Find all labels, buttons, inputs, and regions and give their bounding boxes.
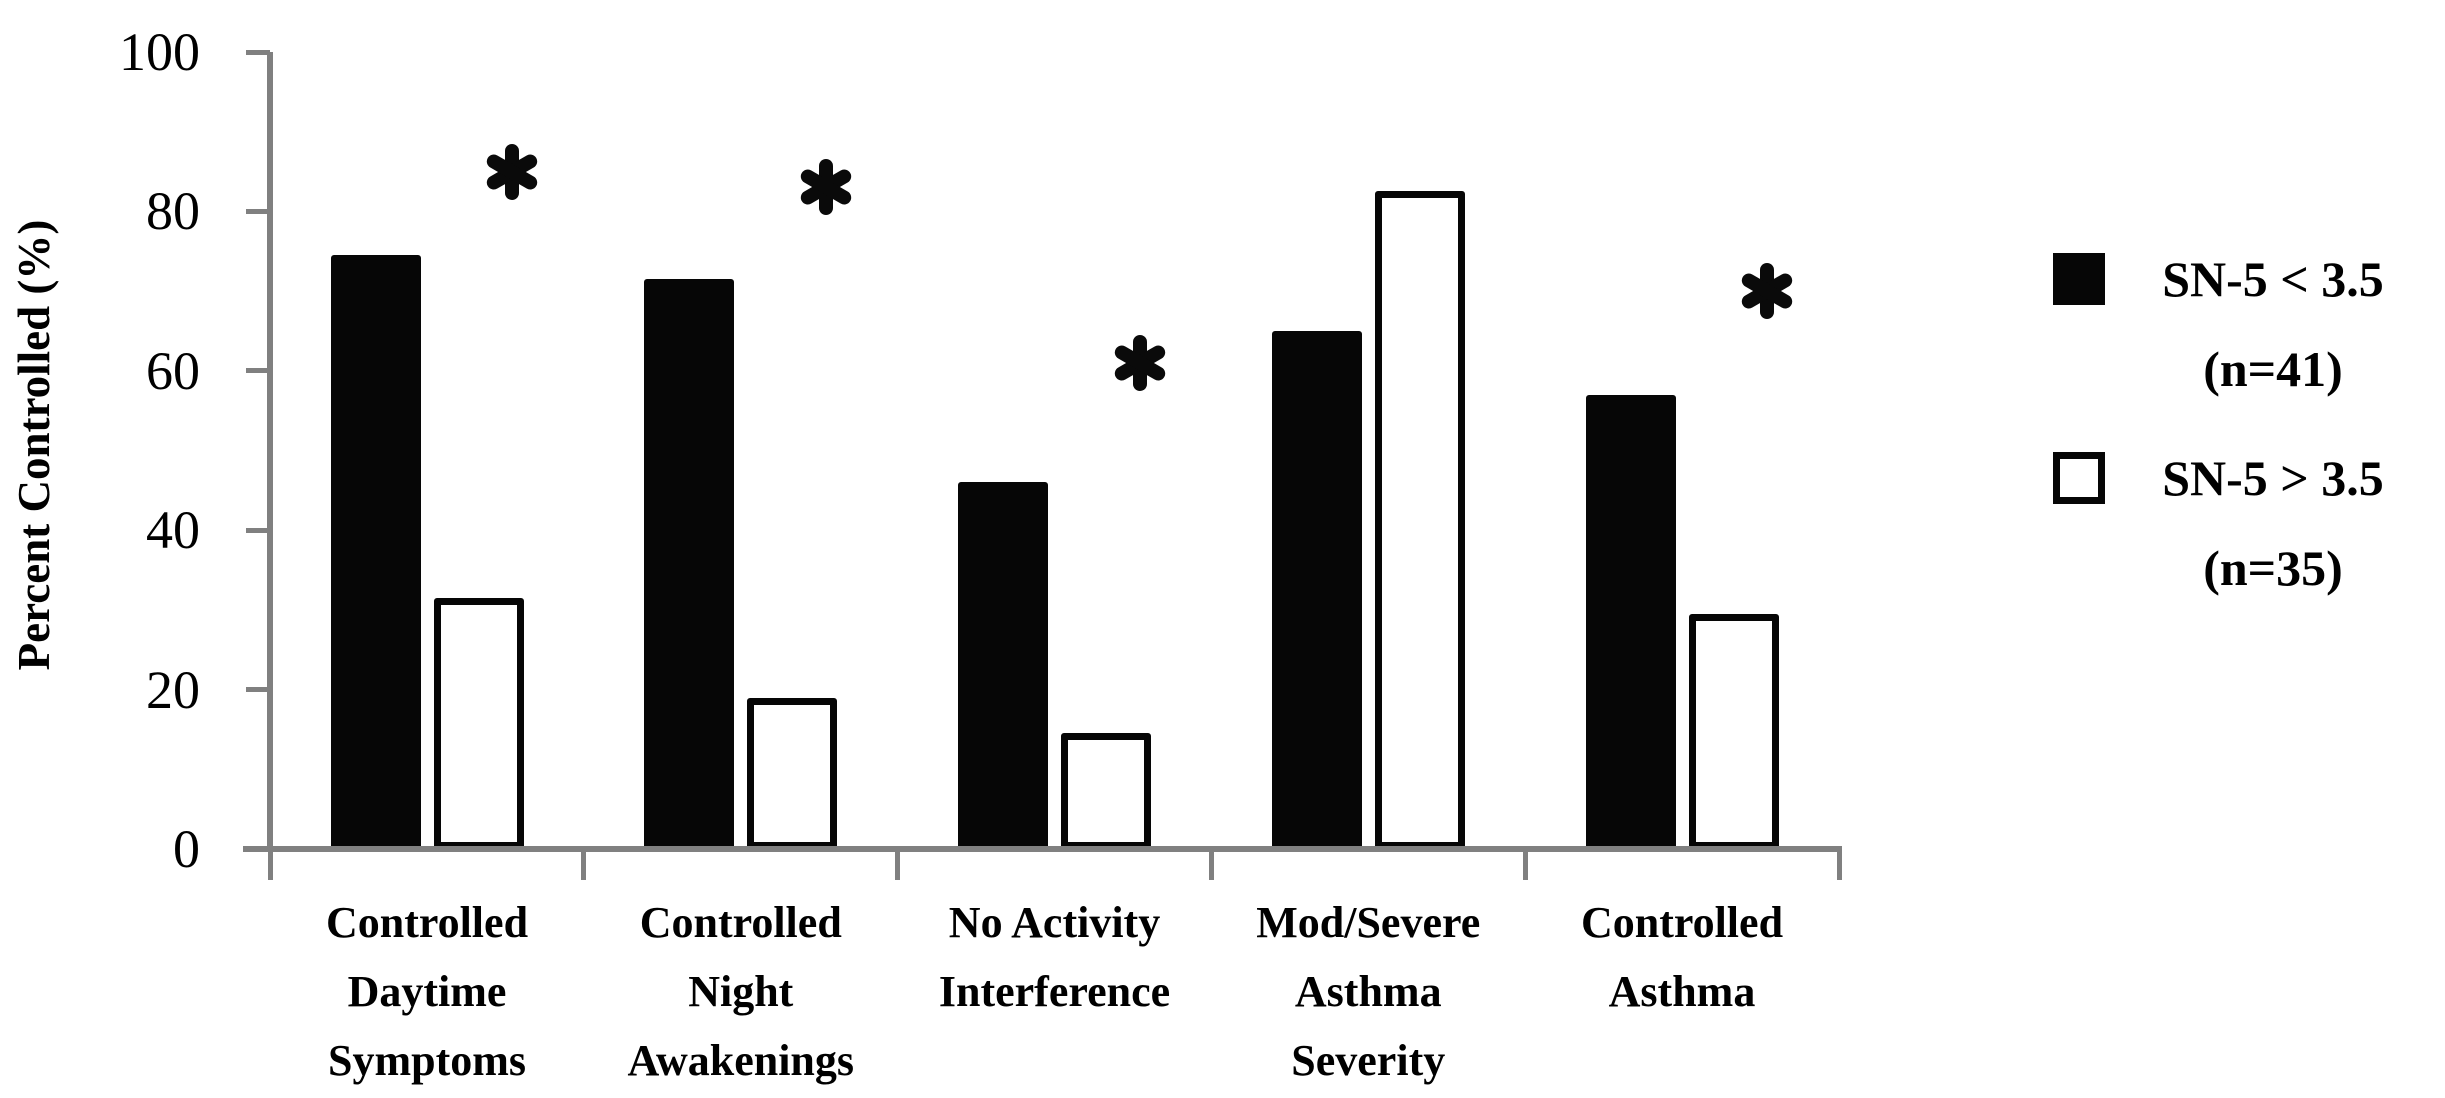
category-label-line: Interference: [938, 967, 1171, 1016]
legend-label: SN-5 > 3.5 (n=35): [2105, 433, 2441, 613]
bar-sn5-low-3: [1271, 330, 1362, 849]
category-label-line: Asthma: [1608, 967, 1756, 1016]
x-axis-boundary-tick: [1522, 849, 1528, 880]
x-axis-boundary-tick: [1836, 849, 1842, 880]
bar-sn5-high-1: [747, 697, 838, 849]
category-label-line: Symptoms: [327, 1036, 527, 1085]
significance-asterisk: [798, 159, 854, 216]
y-axis-tick: [246, 49, 270, 55]
category-label-line: Daytime: [347, 967, 507, 1016]
x-axis-boundary-tick: [1208, 849, 1214, 880]
category-label-0: Controlled Daytime Symptoms: [262, 888, 592, 1095]
significance-asterisk: [1739, 263, 1795, 320]
x-axis-boundary-tick: [895, 849, 901, 880]
category-label-line: No Activity: [948, 898, 1161, 947]
category-label-4: Controlled Asthma: [1517, 888, 1847, 1026]
legend-label-line: SN-5 < 3.5: [2162, 251, 2384, 307]
category-label-line: Severity: [1291, 1036, 1446, 1085]
category-label-line: Night: [688, 967, 794, 1016]
bar-sn5-high-3: [1374, 191, 1465, 849]
bar-sn5-low-4: [1585, 394, 1676, 849]
y-tick-label: 0: [173, 819, 200, 879]
legend-entry: SN-5 > 3.5 (n=35): [2045, 433, 2441, 613]
y-axis-tick: [246, 368, 270, 374]
legend-label-line: (n=35): [2203, 540, 2343, 596]
category-label-line: Asthma: [1294, 967, 1442, 1016]
category-label-line: Mod/Severe: [1256, 898, 1481, 947]
y-axis-tick: [246, 527, 270, 533]
legend-label-line: (n=41): [2203, 341, 2343, 397]
category-label-1: Controlled Night Awakenings: [576, 888, 906, 1095]
x-axis-line: [243, 846, 1842, 852]
y-axis-line: [267, 52, 273, 852]
bar-sn5-high-4: [1688, 613, 1779, 849]
y-axis-tick: [246, 208, 270, 214]
legend: SN-5 < 3.5 (n=41) SN-5 > 3.5 (n=35): [2045, 234, 2441, 632]
y-tick-label: 60: [146, 340, 200, 401]
y-axis-title: Percent Controlled (%): [9, 219, 59, 671]
category-label-line: Controlled: [325, 898, 529, 947]
bar-sn5-low-2: [958, 482, 1048, 849]
y-axis-tick: [246, 687, 270, 693]
legend-swatch-hollow-square: [2053, 452, 2105, 504]
y-tick-label: 80: [146, 181, 200, 242]
bar-sn5-low-1: [644, 279, 735, 849]
category-label-line: Controlled: [1580, 898, 1784, 947]
significance-asterisk: [484, 143, 540, 200]
legend-entry: SN-5 < 3.5 (n=41): [2045, 234, 2441, 414]
legend-label: SN-5 < 3.5 (n=41): [2105, 234, 2441, 414]
category-label-2: No Activity Interference: [890, 888, 1220, 1026]
x-axis-boundary-tick: [267, 849, 273, 880]
x-axis-boundary-tick: [581, 849, 587, 880]
legend-swatch-filled-square: [2053, 253, 2105, 305]
bar-sn5-low-0: [330, 255, 421, 849]
category-label-3: Mod/Severe Asthma Severity: [1203, 888, 1533, 1095]
y-tick-label: 20: [146, 659, 200, 720]
y-tick-label: 40: [146, 500, 200, 561]
bar-sn5-high-2: [1061, 733, 1151, 849]
category-label-line: Controlled: [639, 898, 842, 947]
y-tick-label: 100: [119, 22, 200, 82]
legend-label-line: SN-5 > 3.5: [2162, 450, 2384, 506]
bar-sn5-high-0: [433, 597, 524, 849]
category-label-line: Awakenings: [627, 1036, 855, 1085]
significance-asterisk: [1111, 334, 1168, 391]
